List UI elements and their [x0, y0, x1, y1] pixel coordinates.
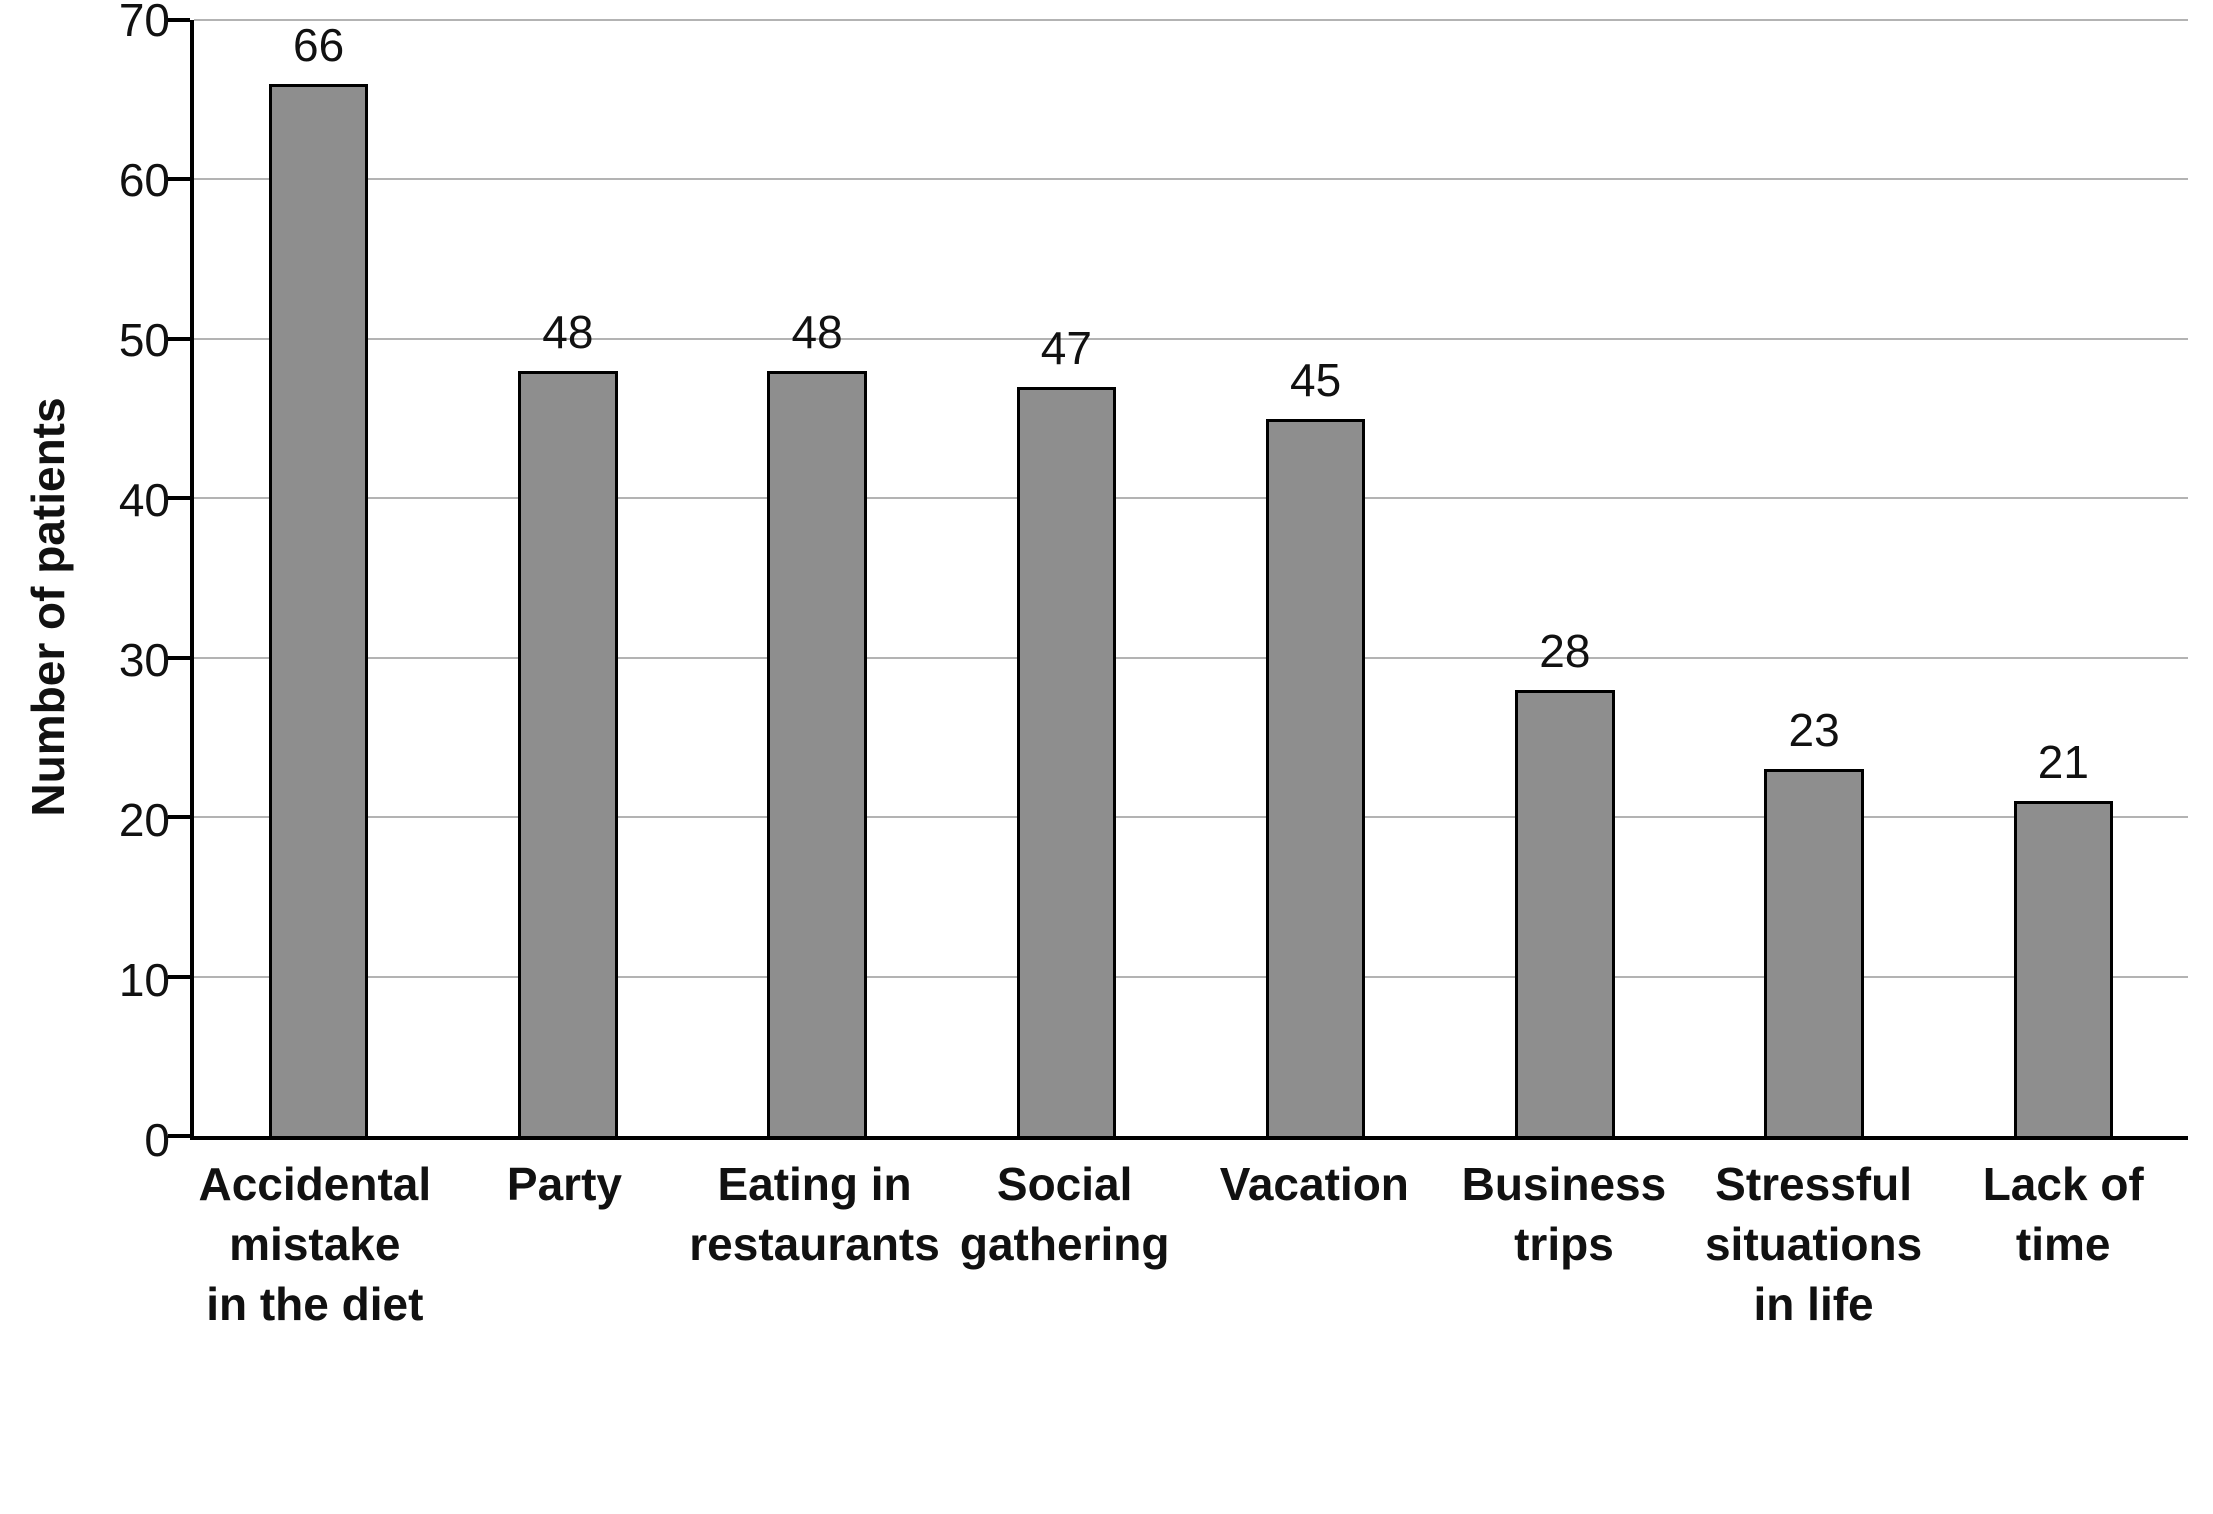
gridline: [194, 656, 2188, 659]
bar: [1515, 689, 1615, 1136]
x-axis-category-label: Social gathering: [959, 1158, 1170, 1270]
bar: [1016, 386, 1117, 1136]
bar-value-label: 23: [1788, 704, 1840, 757]
y-axis-tick-labels: 0 10 20 30 40 50 60 70: [60, 0, 170, 1166]
bar-column: 23: [1690, 20, 1939, 1136]
y-tick-label: 20: [118, 794, 170, 846]
y-tick-label: 0: [144, 1114, 170, 1166]
bar-value-label: 47: [1040, 321, 1092, 374]
y-tick-mark: [168, 815, 190, 820]
y-tick-mark: [168, 1134, 190, 1138]
bar: [1265, 418, 1366, 1136]
x-axis-category-label: Vacation: [1219, 1158, 1409, 1210]
y-tick-mark: [168, 655, 190, 660]
bar-column: 66: [194, 18, 443, 1136]
bar-value-label: 28: [1539, 624, 1591, 677]
bar-value-label: 21: [2037, 736, 2089, 789]
bars-container: 66 48 48 47 45 28 23 21: [194, 18, 2188, 1136]
y-tick-label: 60: [118, 154, 170, 206]
x-axis-category-label: Accidental mistake in the diet: [198, 1158, 432, 1330]
bar-column: 45: [1191, 20, 1440, 1136]
bar: [2013, 801, 2114, 1136]
y-tick-mark: [168, 974, 190, 979]
bar: [1764, 769, 1864, 1136]
y-tick-label: 50: [118, 314, 170, 366]
bar-column: 48: [693, 20, 942, 1136]
y-tick-mark: [168, 18, 190, 22]
y-tick-label: 30: [118, 634, 170, 686]
y-tick-mark: [168, 336, 190, 341]
x-axis-category-label: Stressful situations in life: [1704, 1158, 1923, 1330]
y-tick-label: 40: [118, 474, 170, 526]
bar: [518, 370, 618, 1136]
bar-value-label: 48: [542, 305, 594, 358]
bar-column: 48: [443, 20, 692, 1136]
bar-column: 47: [942, 20, 1191, 1136]
y-tick-mark: [168, 177, 190, 182]
bar-value-label: 66: [293, 18, 345, 71]
bar-column: 28: [1440, 20, 1689, 1136]
y-tick-label: 10: [118, 954, 170, 1006]
x-axis-category-label: Lack of time: [1982, 1158, 2144, 1270]
x-axis-category-label: Eating in restaurants: [689, 1158, 940, 1270]
gridline: [194, 337, 2188, 340]
bar: [268, 83, 369, 1136]
bar-value-label: 48: [791, 305, 843, 358]
gridline: [194, 816, 2188, 819]
gridline: [194, 497, 2188, 500]
bar: [767, 370, 867, 1136]
gridline: [194, 178, 2188, 181]
x-axis-category-label: Party: [506, 1158, 622, 1210]
x-axis-category-label: Business trips: [1461, 1158, 1667, 1270]
y-tick-mark: [168, 496, 190, 501]
bar-column: 21: [1939, 20, 2188, 1136]
bar-value-label: 45: [1290, 353, 1342, 406]
x-axis-labels: Accidental mistake in the diet Party Eating …: [190, 1155, 2188, 1334]
gridline: [194, 19, 2188, 21]
plot-area: 66 48 48 47 45 28 23 21: [168, 18, 2188, 1140]
gridline: [194, 975, 2188, 978]
y-tick-label: 70: [118, 0, 170, 46]
